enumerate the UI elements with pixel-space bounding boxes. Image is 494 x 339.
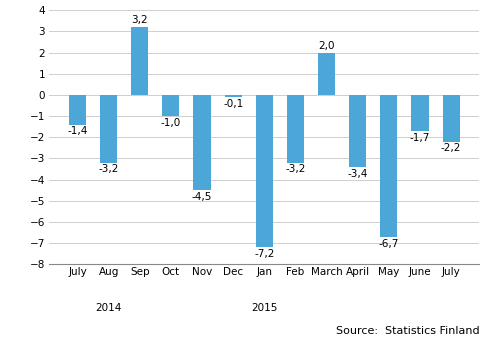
Bar xyxy=(163,95,179,116)
Text: -1,4: -1,4 xyxy=(67,126,87,136)
Bar xyxy=(100,95,117,163)
Bar xyxy=(194,95,210,190)
Bar xyxy=(443,95,459,142)
Bar xyxy=(349,95,366,167)
Text: -7,2: -7,2 xyxy=(254,249,275,259)
Bar xyxy=(412,95,428,131)
Text: 3,2: 3,2 xyxy=(131,16,148,25)
Text: -2,2: -2,2 xyxy=(441,143,461,153)
Text: -4,5: -4,5 xyxy=(192,192,212,202)
Text: 2,0: 2,0 xyxy=(318,41,335,51)
Text: -3,4: -3,4 xyxy=(347,169,368,179)
Bar xyxy=(256,95,273,247)
Text: -6,7: -6,7 xyxy=(378,239,399,248)
Text: Source:  Statistics Finland: Source: Statistics Finland xyxy=(335,326,479,336)
Text: 2015: 2015 xyxy=(251,303,278,313)
Bar xyxy=(69,95,86,125)
Text: -1,0: -1,0 xyxy=(161,118,181,128)
Text: 2014: 2014 xyxy=(95,303,122,313)
Bar xyxy=(131,27,148,95)
Bar xyxy=(380,95,397,237)
Text: -3,2: -3,2 xyxy=(98,164,119,174)
Text: -1,7: -1,7 xyxy=(410,133,430,143)
Bar xyxy=(318,53,335,95)
Text: -3,2: -3,2 xyxy=(285,164,306,174)
Bar xyxy=(287,95,304,163)
Text: -0,1: -0,1 xyxy=(223,99,243,109)
Bar xyxy=(225,95,242,97)
